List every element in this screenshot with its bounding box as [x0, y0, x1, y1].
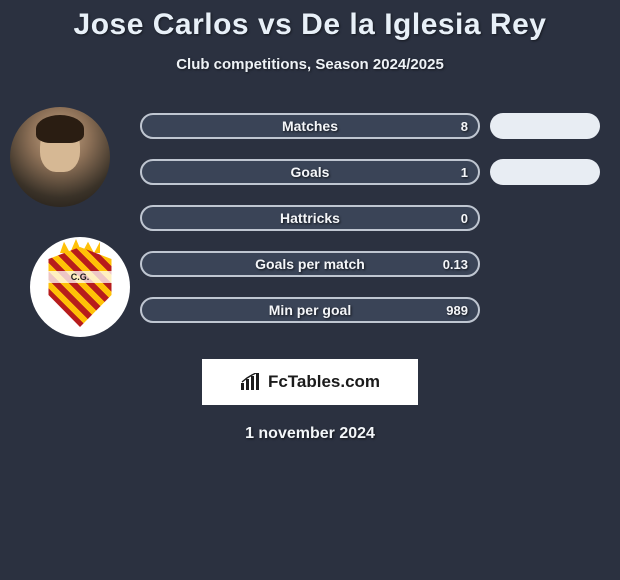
bar-chart-icon	[240, 373, 262, 391]
stat-bar: Goals per match 0.13	[140, 251, 480, 277]
stats-bars: Matches 8 Goals 1 Hattricks 0 Goals per …	[140, 113, 480, 343]
stat-right-pill	[490, 113, 600, 139]
comparison-area: Matches 8 Goals 1 Hattricks 0 Goals per …	[0, 107, 620, 347]
stat-bar: Min per goal 989	[140, 297, 480, 323]
stat-label: Goals per match	[142, 256, 478, 272]
page-title: Jose Carlos vs De la Iglesia Rey	[0, 0, 620, 42]
stat-label: Hattricks	[142, 210, 478, 226]
club-shield-icon	[45, 247, 115, 327]
date-text: 1 november 2024	[0, 425, 620, 443]
stat-left-value: 0.13	[443, 257, 468, 272]
page-subtitle: Club competitions, Season 2024/2025	[0, 56, 620, 73]
stat-left-value: 1	[461, 165, 468, 180]
stat-bar: Goals 1	[140, 159, 480, 185]
player-right-column	[490, 113, 600, 205]
stat-label: Matches	[142, 118, 478, 134]
brand-badge: FcTables.com	[202, 359, 418, 405]
stat-label: Min per goal	[142, 302, 478, 318]
player-left-column	[10, 107, 130, 337]
stat-left-value: 8	[461, 119, 468, 134]
stat-bar: Matches 8	[140, 113, 480, 139]
stat-bar: Hattricks 0	[140, 205, 480, 231]
stat-right-pill	[490, 159, 600, 185]
stat-label: Goals	[142, 164, 478, 180]
club-logo	[30, 237, 130, 337]
stat-left-value: 0	[461, 211, 468, 226]
brand-text: FcTables.com	[268, 372, 380, 392]
player-avatar	[10, 107, 110, 207]
stat-left-value: 989	[446, 303, 468, 318]
